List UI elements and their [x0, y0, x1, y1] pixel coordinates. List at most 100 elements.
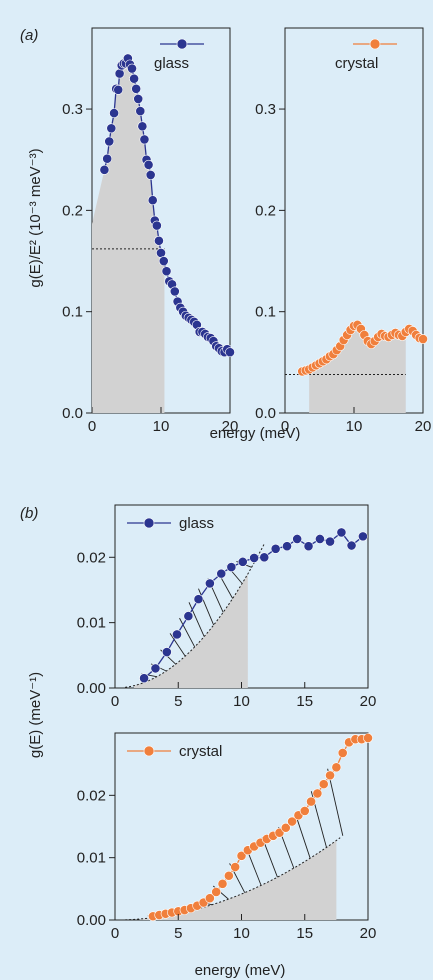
- b-crystal-data-point: [306, 796, 316, 807]
- b-glass-hatch-line: [188, 602, 205, 637]
- b-glass-data-point: [237, 556, 248, 567]
- panel-b-x-axis-label: energy (meV): [195, 962, 286, 979]
- a-glass-data-point: [139, 134, 150, 145]
- plots: 0 10 20 0.0 0.1 0.2 0.3 glass 0 10 20 0.0 0.1 0.2 0.3 c…: [62, 27, 432, 942]
- b-glass-x-tick-label: 20: [360, 693, 377, 710]
- b-crystal-shaded-area: [140, 840, 337, 920]
- b-crystal-legend-marker: [143, 745, 155, 757]
- b-glass-data-point: [161, 647, 172, 657]
- a-crystal-y-tick-label: 0.1: [255, 304, 276, 321]
- b-glass-data-point: [259, 552, 270, 563]
- b-glass-y-tick-label: 0.00: [77, 680, 106, 697]
- b-crystal-data-point: [318, 779, 329, 790]
- a-glass-y-tick-label: 0.0: [62, 405, 83, 422]
- b-glass-hatch-line: [169, 633, 186, 657]
- b-crystal-data-point: [236, 850, 247, 861]
- b-glass-hatch-line: [179, 617, 196, 648]
- b-crystal-data-point: [287, 816, 297, 827]
- b-crystal-data-point: [211, 887, 222, 897]
- a-glass-data-point: [145, 170, 156, 180]
- b-crystal-data-point: [299, 806, 310, 816]
- b-glass-data-point: [358, 531, 368, 542]
- a-crystal-x-tick-label: 0: [281, 418, 289, 435]
- b-glass-data-point: [139, 673, 149, 684]
- a-glass-data-point: [151, 220, 162, 231]
- a-glass-data-point: [158, 256, 169, 266]
- b-glass-data-point: [216, 568, 227, 579]
- a-crystal-y-tick-label: 0.2: [255, 202, 276, 219]
- b-crystal-x-tick-label: 0: [111, 925, 119, 942]
- a-glass-data-point: [114, 68, 125, 79]
- a-glass-x-tick-label: 20: [222, 418, 239, 435]
- b-glass-data-point: [303, 541, 314, 552]
- a-glass-x-tick-label: 0: [88, 418, 96, 435]
- b-crystal-x-tick-label: 15: [296, 925, 313, 942]
- b-glass-y-tick-label: 0.02: [77, 549, 106, 566]
- a-crystal-data-point: [418, 334, 428, 344]
- b-glass-data-point: [270, 543, 281, 554]
- b-crystal-y-tick-label: 0.02: [77, 787, 106, 804]
- b-glass-debye-curve: [125, 543, 265, 688]
- b-crystal-data-point: [217, 878, 228, 889]
- b-glass-data-point: [325, 536, 335, 547]
- a-glass-data-point: [135, 106, 146, 116]
- b-glass-data-point: [226, 562, 237, 572]
- a-glass-data-point: [133, 94, 144, 104]
- b-crystal-data-point: [325, 770, 335, 781]
- b-glass-shaded-area: [133, 573, 248, 688]
- b-glass-data-point: [336, 527, 347, 538]
- b-glass-legend-marker: [143, 517, 155, 529]
- b-crystal-legend-label: crystal: [179, 743, 222, 760]
- b-crystal-x-tick-label: 10: [233, 925, 250, 942]
- b-crystal-data-point: [312, 788, 323, 799]
- a-glass-data-point: [102, 153, 113, 164]
- a-glass-data-point: [131, 83, 142, 94]
- a-glass-data-point: [127, 63, 137, 74]
- a-glass-x-tick-label: 10: [153, 418, 170, 435]
- a-glass-data-point: [156, 248, 166, 258]
- a-crystal-x-tick-label: 20: [415, 418, 432, 435]
- a-glass-legend-marker: [176, 38, 188, 50]
- b-crystal-y-tick-label: 0.01: [77, 850, 106, 867]
- b-crystal-x-tick-label: 5: [174, 925, 182, 942]
- b-glass-data-point: [346, 540, 357, 551]
- panel-b-y-axis-label: g(E) (meV⁻¹): [27, 672, 44, 758]
- b-glass-x-tick-label: 15: [296, 693, 313, 710]
- a-crystal-shaded-area: [309, 324, 406, 413]
- b-glass-data-point: [282, 541, 292, 552]
- panel-label-a: (a): [20, 27, 38, 44]
- a-glass-legend-label: glass: [154, 55, 189, 72]
- a-glass-data-point: [106, 123, 117, 134]
- a-glass-data-point: [225, 347, 235, 358]
- a-glass-data-point: [154, 235, 164, 246]
- b-glass-data-point: [292, 534, 303, 544]
- b-crystal-y-tick-label: 0.00: [77, 912, 106, 929]
- b-glass-data-point: [150, 663, 161, 674]
- a-glass-y-tick-label: 0.1: [62, 304, 83, 321]
- b-crystal-data-point: [223, 870, 234, 881]
- a-glass-data-point: [137, 121, 148, 132]
- a-glass-data-point: [169, 286, 180, 297]
- b-glass-data-point: [315, 534, 325, 544]
- b-crystal-data-point: [280, 822, 291, 833]
- b-glass-x-tick-label: 5: [174, 693, 182, 710]
- a-crystal-x-tick-label: 10: [346, 418, 363, 435]
- a-glass-data-point: [99, 164, 110, 175]
- a-glass-data-point: [104, 136, 115, 147]
- panel-label-b: (b): [20, 505, 38, 522]
- a-crystal-legend-marker: [369, 38, 381, 50]
- b-glass-legend-label: glass: [179, 515, 214, 532]
- a-glass-data-point: [129, 73, 139, 84]
- b-crystal-data-point: [331, 762, 342, 773]
- a-crystal-legend-label: crystal: [335, 55, 378, 72]
- a-glass-y-tick-label: 0.3: [62, 101, 83, 118]
- a-crystal-y-tick-label: 0.3: [255, 101, 276, 118]
- panel-a-x-axis-label: energy (meV): [210, 425, 301, 442]
- b-glass-x-tick-label: 0: [111, 693, 119, 710]
- b-crystal-data-point: [363, 733, 373, 743]
- a-glass-data-point: [147, 195, 158, 206]
- b-glass-data-point: [172, 629, 182, 640]
- b-glass-x-tick-label: 10: [233, 693, 250, 710]
- b-glass-data-point: [193, 594, 204, 605]
